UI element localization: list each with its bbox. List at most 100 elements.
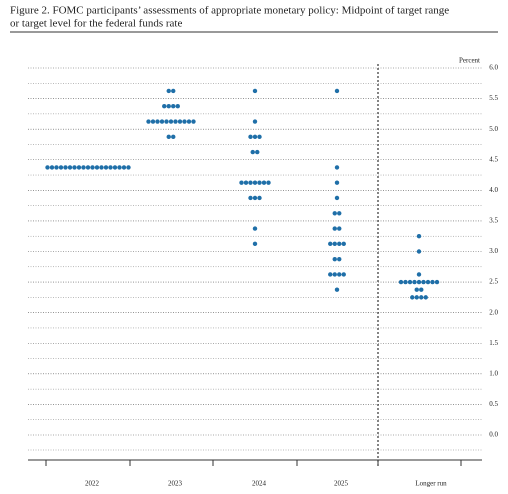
y-tick-label: 4.5: [489, 155, 498, 163]
dot: [407, 279, 413, 285]
dot: [328, 241, 333, 247]
y-tick-label: 0.0: [489, 431, 498, 439]
dot: [412, 279, 417, 285]
dot: [252, 241, 258, 247]
dot: [85, 165, 91, 170]
x-tick-label: 2022: [85, 480, 100, 488]
dot: [337, 241, 342, 247]
dot: [175, 104, 180, 109]
dot: [332, 226, 337, 231]
dot: [266, 180, 271, 185]
dot: [186, 119, 192, 124]
x-tick-label: Longer run: [415, 480, 447, 488]
dot: [252, 134, 258, 140]
dot: [182, 119, 187, 124]
dot: [423, 295, 428, 300]
y-tick-label: 5.5: [489, 94, 498, 102]
dot: [150, 119, 156, 124]
dot: [337, 226, 342, 231]
y-tick-label: 1.0: [489, 369, 498, 377]
dot: [166, 104, 171, 109]
dot: [155, 119, 160, 124]
dot: [334, 195, 340, 201]
dot: [58, 165, 64, 170]
dot: [248, 180, 253, 185]
dot: [252, 180, 258, 185]
dot: [261, 180, 267, 185]
dot: [337, 256, 342, 262]
dot: [171, 104, 176, 109]
dot: [164, 119, 169, 124]
dot: [334, 180, 340, 185]
y-tick-label: 6.0: [489, 64, 498, 72]
dot: [49, 165, 55, 170]
dot: [434, 279, 440, 285]
dot: [166, 88, 171, 94]
dot: [162, 104, 167, 109]
dot: [166, 134, 171, 140]
y-axis-label: Percent: [459, 57, 480, 65]
chart-title: or target level for the federal funds ra…: [10, 18, 182, 30]
dot: [341, 272, 346, 277]
dot: [332, 272, 337, 277]
x-tick-label: 2023: [168, 480, 183, 488]
dot: [94, 165, 100, 170]
dot: [334, 165, 340, 170]
dot: [99, 165, 104, 170]
dot: [168, 119, 174, 124]
y-tick-label: 2.0: [489, 308, 498, 316]
dot: [72, 165, 77, 170]
dot: [126, 165, 131, 170]
dot: [425, 279, 431, 285]
dot: [430, 279, 435, 285]
x-tick-label: 2025: [334, 480, 349, 488]
dot: [121, 165, 127, 170]
dot: [416, 234, 422, 239]
dot: [171, 88, 176, 94]
dot: [90, 165, 95, 170]
dot: [81, 165, 86, 170]
dot: [248, 134, 253, 140]
dot: [112, 165, 118, 170]
dot: [416, 249, 422, 254]
dot: [416, 279, 422, 285]
dot: [67, 165, 73, 170]
dot: [257, 180, 262, 185]
dot: [341, 241, 346, 247]
dot: [414, 287, 419, 292]
dot: [332, 211, 337, 216]
dot: [177, 119, 183, 124]
dot: [159, 119, 165, 124]
y-tick-label: 2.5: [489, 278, 498, 286]
y-tick-label: 0.5: [489, 400, 498, 408]
dot: [54, 165, 59, 170]
dot: [103, 165, 109, 170]
dot: [403, 279, 408, 285]
dot: [248, 195, 253, 201]
dot: [252, 195, 258, 201]
dot: [257, 195, 262, 201]
dot: [328, 272, 333, 277]
y-tick-label: 3.5: [489, 217, 498, 225]
dot: [414, 295, 419, 300]
dot: [252, 119, 258, 124]
dot: [250, 149, 255, 155]
dot: [239, 180, 244, 185]
dot: [173, 119, 178, 124]
dot: [337, 211, 342, 216]
dot: [117, 165, 122, 170]
x-tick-label: 2024: [252, 480, 267, 488]
dot: [419, 295, 424, 300]
y-tick-label: 3.0: [489, 247, 498, 255]
dot: [63, 165, 68, 170]
dot: [76, 165, 82, 170]
dot: [108, 165, 113, 170]
dot: [332, 241, 337, 247]
chart-title: Figure 2. FOMC participants’ assessments…: [10, 5, 449, 17]
dot: [191, 119, 196, 124]
dot: [398, 279, 404, 285]
dot: [334, 287, 340, 292]
dot: [419, 287, 424, 292]
dot: [171, 134, 176, 140]
